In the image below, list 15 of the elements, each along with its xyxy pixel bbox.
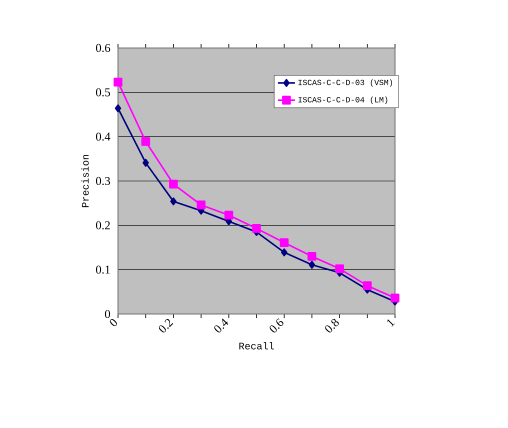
y-axis-title: Precision bbox=[81, 154, 89, 208]
x-tick-label: 1 bbox=[387, 319, 395, 327]
x-tick-label: 0 bbox=[110, 319, 117, 326]
y-tick-label: 0.6 bbox=[96, 44, 110, 52]
x-tick-label: 0.4 bbox=[214, 318, 228, 332]
x-axis-title: Recall bbox=[239, 342, 274, 350]
y-tick-label: 0.2 bbox=[96, 221, 110, 230]
y-tick-label: 0.1 bbox=[96, 266, 110, 274]
x-tick-label: 0.6 bbox=[270, 318, 284, 332]
y-tick-label: 0.5 bbox=[96, 88, 110, 96]
y-tick-label: 0.4 bbox=[96, 132, 110, 141]
x-tick-label: 0.2 bbox=[158, 319, 174, 332]
x-tick-label: 0.8 bbox=[325, 318, 339, 332]
y-tick-label: 0.3 bbox=[96, 176, 110, 186]
y-tick-label: 0 bbox=[104, 310, 110, 318]
